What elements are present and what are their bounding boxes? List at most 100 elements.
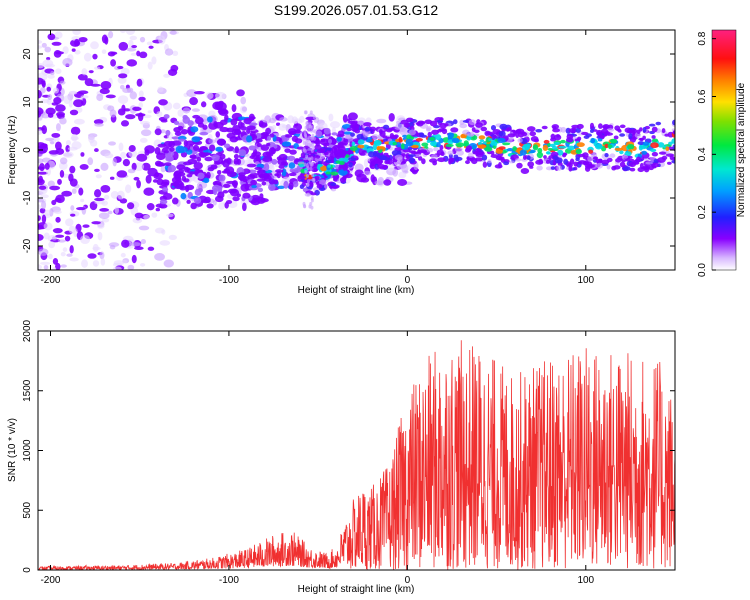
spectrogram-blob	[309, 166, 313, 171]
spectrogram-blob	[180, 128, 189, 135]
spectrogram-blob	[112, 157, 117, 167]
spectrogram-blob	[602, 141, 611, 146]
spectrogram-blob	[83, 52, 92, 62]
spectrogram-blob	[575, 148, 582, 155]
spectrogram-blob	[193, 90, 205, 95]
spectrogram-blob	[216, 169, 222, 175]
spectrogram-blob	[292, 168, 301, 173]
spectrogram-blob	[314, 144, 322, 150]
spectrogram-blob	[161, 179, 170, 186]
spectrogram-blob	[256, 196, 266, 204]
spectrogram-blob	[398, 136, 403, 143]
spectrogram-blob	[50, 71, 55, 76]
spectrogram-blob	[405, 117, 414, 123]
spectrogram-blob	[68, 225, 76, 234]
spectrogram-blob	[219, 127, 230, 133]
spectrogram-blob	[211, 184, 221, 192]
spectrogram-blob	[218, 174, 226, 182]
spectrogram-blob	[453, 154, 459, 160]
spectrogram-blob	[664, 133, 670, 137]
spectrogram-blob	[328, 113, 334, 122]
spectrogram-blob	[217, 191, 225, 199]
spectrogram-blob	[237, 116, 246, 121]
spectrogram-blob	[171, 136, 180, 140]
spectrogram-blob	[490, 124, 497, 131]
spectrogram-blob	[402, 134, 408, 138]
spectrogram-blob	[642, 126, 647, 133]
spectrogram-blob	[187, 158, 198, 165]
spectrogram-blob	[222, 190, 229, 194]
spectrogram-blob	[248, 145, 257, 151]
spectrogram-blob	[38, 62, 45, 69]
spectrogram-blob	[40, 194, 49, 199]
spectrogram-blob	[587, 156, 594, 162]
spectrogram-blob	[331, 132, 338, 136]
spectrogram-blob	[330, 171, 339, 176]
spectrogram-blob	[331, 146, 338, 153]
spectrogram-blob	[266, 142, 271, 147]
spectrogram-blob	[52, 87, 59, 94]
spectrogram-blob	[306, 183, 310, 188]
spectrogram-blob	[182, 116, 191, 124]
spectrogram-blob	[163, 150, 169, 154]
spectrogram-blob	[129, 35, 138, 41]
spectrogram-blob	[63, 151, 74, 158]
spectrogram-blob	[95, 174, 102, 179]
spectrogram-blob	[242, 202, 247, 212]
spectrogram-blob	[315, 155, 321, 159]
spectrogram-blob	[460, 134, 466, 139]
spectrogram-blob	[118, 142, 124, 152]
spectrogram-blob	[129, 91, 138, 100]
spectrogram-blob	[265, 127, 272, 135]
spectrogram-blob	[68, 90, 78, 95]
spectrogram-blob	[310, 135, 314, 140]
spectrogram-blob	[208, 144, 216, 152]
spectrogram-blob	[583, 135, 590, 139]
spectrogram-blob	[55, 51, 64, 55]
spectrogram-blob	[281, 168, 287, 177]
spectrogram-blob	[184, 184, 195, 191]
spectrogram-blob	[198, 187, 203, 193]
spectrogram-blob	[303, 162, 307, 167]
spectrogram-blob	[310, 156, 314, 161]
spectrogram-blob	[281, 141, 292, 147]
spectrogram-blob	[251, 184, 257, 189]
spectrogram-blob	[248, 122, 258, 126]
spectrogram-blob	[191, 136, 201, 143]
spectrogram-blob	[163, 259, 174, 268]
spectrogram-blob	[320, 165, 328, 172]
spectrogram-blob	[278, 164, 285, 169]
spectrogram-blob	[651, 126, 658, 133]
spectrogram-blob	[128, 144, 136, 152]
spectrogram-blob	[319, 148, 326, 152]
spectrogram-blob	[54, 31, 63, 39]
spectrogram-blob	[288, 162, 296, 169]
spectrogram-blob	[401, 143, 405, 150]
spectrogram-blob	[305, 120, 309, 125]
spectrogram-blob	[430, 154, 438, 160]
spectrogram-blob	[604, 143, 609, 149]
spectrogram-blob	[128, 149, 138, 158]
spectrogram-blob	[655, 121, 662, 126]
spectrogram-blob	[312, 145, 316, 150]
spectrogram-blob	[275, 169, 284, 173]
spectrogram-blob	[153, 172, 164, 180]
spectrogram-blob	[125, 30, 136, 35]
spectrogram-blob	[394, 154, 403, 161]
spectrogram-blob	[508, 160, 515, 164]
spectrogram-blob	[512, 146, 517, 152]
spectrogram-blob	[337, 169, 348, 176]
spectrogram-blob	[44, 162, 50, 170]
spectrogram-blob	[69, 165, 76, 174]
spectrogram-blob	[212, 180, 222, 187]
spectrogram-blob	[77, 90, 89, 95]
spectrogram-blob	[556, 165, 562, 171]
spectrogram-blob	[186, 199, 191, 204]
spectrogram-blob	[304, 170, 308, 175]
spectrogram-blob	[62, 46, 69, 55]
spectrogram-blob	[180, 151, 188, 158]
spectrogram-blob	[462, 119, 469, 123]
spectrogram-blob	[464, 147, 471, 153]
spectrogram-blob	[345, 134, 352, 140]
